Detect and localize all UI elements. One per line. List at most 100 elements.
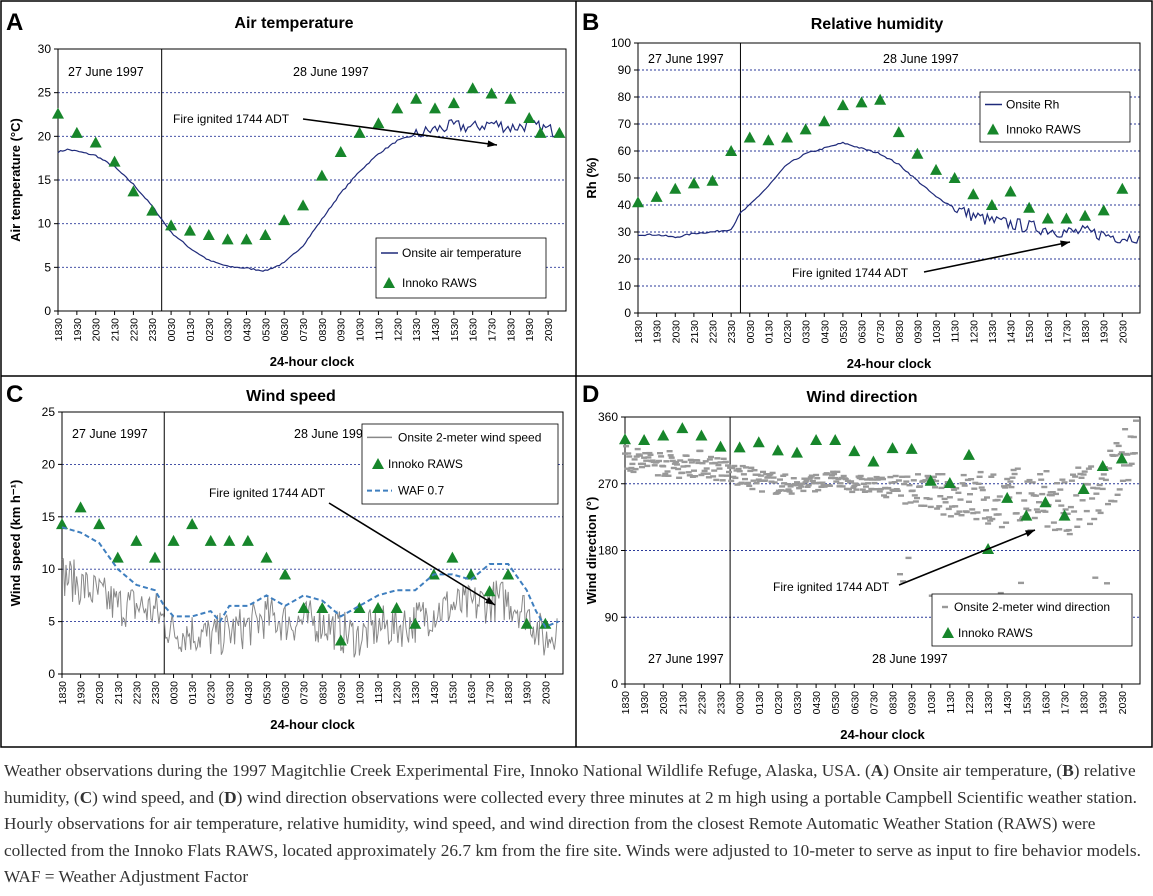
panel-title: Relative humidity xyxy=(811,16,944,33)
x-tick-label: 1530 xyxy=(1024,320,1036,344)
raws-marker xyxy=(111,551,124,563)
legend-label: Innoko RAWS xyxy=(958,626,1033,640)
legend-box xyxy=(931,593,1133,647)
x-tick-label: 1830 xyxy=(505,318,517,342)
raws-marker xyxy=(669,182,682,194)
raws-marker xyxy=(447,97,460,109)
raws-marker xyxy=(725,145,738,156)
raws-marker xyxy=(167,534,180,546)
y-tick-label: 80 xyxy=(618,90,632,104)
x-tick-label: 0130 xyxy=(187,681,199,705)
x-tick-label: 2330 xyxy=(150,681,162,705)
x-tick-label: 1330 xyxy=(987,320,999,344)
raws-marker xyxy=(89,136,102,148)
annotation-arrow xyxy=(302,118,498,146)
raws-marker xyxy=(446,551,459,563)
x-tick-label: 0930 xyxy=(912,320,924,344)
x-tick-label: 1830 xyxy=(57,681,69,705)
y-tick-label: 20 xyxy=(618,252,632,266)
y-axis-label: Air temperature (°C) xyxy=(8,118,23,242)
legend-swatch-marker xyxy=(383,277,395,288)
y-axis-label: Rh (%) xyxy=(584,157,599,198)
raws-marker xyxy=(924,474,937,486)
raws-marker xyxy=(240,233,253,245)
raws-marker xyxy=(855,96,868,108)
y-tick-label: 70 xyxy=(618,117,632,131)
caption-part-5: ) wind direction observations were colle… xyxy=(4,787,1141,887)
raws-marker xyxy=(353,601,366,613)
raws-marker xyxy=(108,155,121,167)
raws-marker xyxy=(771,444,784,456)
date-label: 28 June 1997 xyxy=(294,427,370,441)
y-tick-label: 30 xyxy=(38,42,52,56)
legend-label: Onsite air temperature xyxy=(402,246,522,260)
x-tick-label: 0530 xyxy=(830,691,842,715)
x-tick-label: 0230 xyxy=(773,691,785,715)
x-tick-label: 0730 xyxy=(868,691,880,715)
x-tick-label: 1930 xyxy=(76,681,88,705)
x-tick-label: 2330 xyxy=(726,320,738,344)
raws-marker xyxy=(829,433,842,445)
raws-marker xyxy=(1004,185,1017,197)
raws-marker xyxy=(1020,509,1033,521)
x-tick-label: 1430 xyxy=(429,681,441,705)
raws-marker xyxy=(502,568,515,580)
x-tick-label: 0330 xyxy=(223,318,235,342)
raws-marker xyxy=(534,126,547,138)
x-tick-label: 1930 xyxy=(652,320,664,344)
y-tick-label: 15 xyxy=(38,173,52,187)
y-tick-label: 0 xyxy=(44,304,51,318)
x-tick-label: 2130 xyxy=(677,691,689,715)
raws-marker xyxy=(867,455,880,467)
x-tick-label: 1530 xyxy=(1021,691,1033,715)
raws-marker xyxy=(146,204,159,216)
x-tick-label: 0830 xyxy=(317,318,329,342)
x-tick-label: 1330 xyxy=(410,681,422,705)
x-axis-label: 24-hour clock xyxy=(270,717,355,732)
x-tick-label: 1330 xyxy=(983,691,995,715)
x-tick-label: 1930 xyxy=(1099,320,1111,344)
raws-marker xyxy=(279,568,292,580)
x-tick-label: 1830 xyxy=(53,318,65,342)
x-tick-label: 1930 xyxy=(524,318,536,342)
panel-wind-speed: C Wind speed 0 5 10 15 20 25 1830 1930 2030 2130 223… xyxy=(6,381,564,732)
caption-part-3: ) relative humidity, ( xyxy=(4,761,1136,807)
raws-marker xyxy=(874,93,887,105)
x-tick-label: 1530 xyxy=(447,681,459,705)
y-tick-label: 25 xyxy=(42,405,56,419)
raws-marker xyxy=(743,131,756,143)
raws-marker xyxy=(539,617,552,629)
x-tick-label: 1630 xyxy=(1040,691,1052,715)
panel-relative-humidity: B Relative humidity0102030405060708090100… xyxy=(582,9,1141,371)
raws-marker xyxy=(70,126,83,138)
x-tick-label: 0230 xyxy=(206,681,218,705)
x-tick-label: 1030 xyxy=(354,681,366,705)
panel-letter: D xyxy=(582,381,599,408)
raws-marker xyxy=(74,501,87,513)
x-tick-label: 2030 xyxy=(1117,320,1129,344)
legend-label: Onsite 2-meter wind speed xyxy=(398,430,541,444)
annotation-arrowhead xyxy=(1060,240,1070,248)
x-axis-label: 24-hour clock xyxy=(840,727,925,742)
x-tick-label: 1030 xyxy=(355,318,367,342)
x-tick-label: 2230 xyxy=(131,681,143,705)
raws-marker xyxy=(483,585,496,597)
raws-marker xyxy=(695,429,708,441)
series-line xyxy=(637,141,1140,244)
raws-marker xyxy=(930,163,943,175)
x-tick-label: 0130 xyxy=(185,318,197,342)
raws-marker xyxy=(1116,182,1129,194)
x-tick-label: 1530 xyxy=(449,318,461,342)
x-tick-label: 1230 xyxy=(964,691,976,715)
caption-ref-a: A xyxy=(870,761,884,780)
x-tick-label: 1230 xyxy=(392,681,404,705)
x-tick-label: 0730 xyxy=(875,320,887,344)
x-tick-label: 1930 xyxy=(1098,691,1110,715)
raws-marker xyxy=(183,224,196,236)
raws-marker xyxy=(485,87,498,99)
date-label: 27 June 1997 xyxy=(648,52,724,66)
raws-marker xyxy=(130,534,143,546)
raws-marker xyxy=(221,233,234,245)
x-tick-label: 1830 xyxy=(503,681,515,705)
y-tick-label: 180 xyxy=(598,544,618,558)
